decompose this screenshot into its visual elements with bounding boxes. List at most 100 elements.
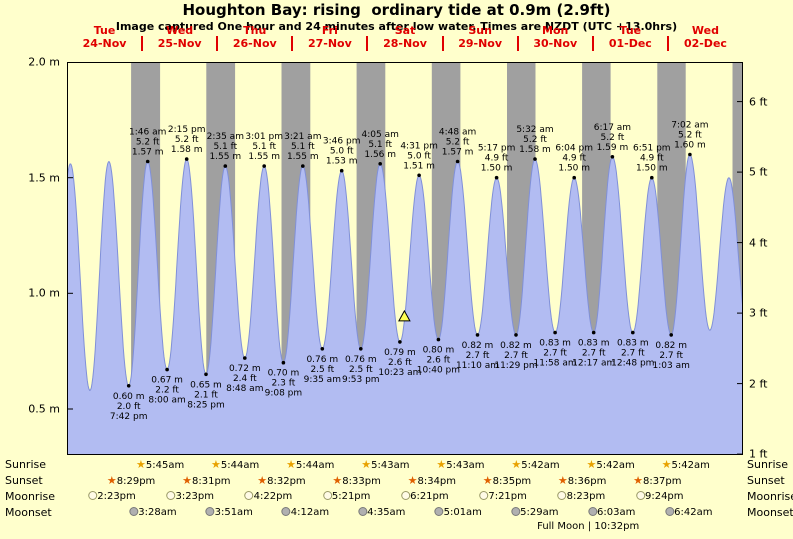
y-axis-label-m: 1.0 m xyxy=(28,286,60,300)
low-tide-label: 2.1 ft xyxy=(194,390,218,400)
high-tide-label: 1.50 m xyxy=(558,164,590,174)
sunset-event: ★8:37pm xyxy=(633,474,681,488)
high-tide-dot xyxy=(688,152,692,157)
moonset-event: 6:42am xyxy=(665,506,713,519)
high-tide-label: 1:46 am xyxy=(129,128,166,138)
high-tide-dot xyxy=(610,155,615,159)
low-tide-dot xyxy=(436,337,441,342)
full-moon-label: Full Moon | 10:32pm xyxy=(537,521,640,532)
current-tide-marker-icon xyxy=(398,309,411,322)
y-axis-label-m: 1.5 m xyxy=(28,171,60,185)
low-tide-label: 2.7 ft xyxy=(504,351,528,361)
high-tide-label: 1.51 m xyxy=(403,161,435,171)
sunset-event: ★8:29pm xyxy=(107,474,155,488)
sunset-star-icon: ★ xyxy=(482,474,493,487)
sunset-row-label-right: Sunset xyxy=(747,474,785,487)
moonset-time: 6:03am xyxy=(597,507,636,518)
moonrise-time: 4:22pm xyxy=(253,491,293,502)
moonset-event: 6:03am xyxy=(588,506,635,519)
high-tide-label: 1.59 m xyxy=(597,143,629,153)
low-tide-label: 8:00 am xyxy=(148,396,185,406)
low-tide-label: 11:29 pm xyxy=(494,361,537,371)
low-tide-label: 11:10 am xyxy=(456,361,499,371)
low-tide-dot xyxy=(631,330,635,335)
moonrise-time: 3:23pm xyxy=(175,491,215,502)
sunset-time: 8:33pm xyxy=(342,476,381,487)
high-tide-dot xyxy=(650,175,654,180)
sunrise-star-icon: ★ xyxy=(211,458,221,471)
low-tide-label: 11:58 am xyxy=(534,359,577,369)
high-tide-label: 1.55 m xyxy=(287,152,319,162)
high-tide-dot xyxy=(184,157,189,161)
low-tide-label: 1:03 am xyxy=(653,361,690,371)
sunset-star-icon: ★ xyxy=(182,474,192,487)
low-tide-label: 12:17 am xyxy=(572,359,615,369)
sunset-star-icon: ★ xyxy=(106,474,117,487)
moonset-moon-icon xyxy=(281,507,291,516)
high-tide-dot xyxy=(339,168,344,173)
y-axis-label-m: 0.5 m xyxy=(28,402,60,416)
low-tide-label: 0.60 m xyxy=(113,392,145,402)
high-tide-dot xyxy=(223,164,228,168)
low-tide-label: 2.7 ft xyxy=(582,349,606,359)
moonrise-moon-icon xyxy=(166,491,176,500)
high-tide-label: 6:04 pm xyxy=(555,144,593,154)
high-tide-label: 5.2 ft xyxy=(175,135,199,145)
moonset-row-label-right: Moonset xyxy=(747,506,793,519)
high-tide-label: 1.50 m xyxy=(636,164,668,174)
high-tide-label: 1.55 m xyxy=(248,152,280,162)
low-tide-label: 0.70 m xyxy=(268,369,300,379)
sunrise-row-label-left: Sunrise xyxy=(5,458,47,471)
low-tide-label: 9:53 pm xyxy=(342,375,380,385)
low-tide-label: 2.2 ft xyxy=(155,386,179,396)
low-tide-label: 9:08 pm xyxy=(265,389,303,399)
low-tide-dot xyxy=(553,330,557,335)
sunset-star-icon: ★ xyxy=(407,474,418,487)
sunrise-star-icon: ★ xyxy=(511,458,522,471)
low-tide-dot xyxy=(398,340,402,344)
moonrise-row-label-right: Moonrise xyxy=(747,490,793,503)
moonrise-event: 6:21pm xyxy=(401,490,449,503)
high-tide-dot xyxy=(145,159,150,164)
sunset-time: 8:31pm xyxy=(191,476,231,487)
moonset-event: 3:28am xyxy=(129,506,177,519)
high-tide-label: 6:51 pm xyxy=(633,144,671,154)
sunrise-time: 5:44am xyxy=(220,460,260,471)
high-tide-label: 1.57 m xyxy=(132,148,164,158)
moonrise-event: 2:23pm xyxy=(88,490,136,503)
high-tide-label: 1.58 m xyxy=(171,145,203,155)
day-label: Tue 01-Dec xyxy=(608,24,652,50)
low-tide-label: 2.5 ft xyxy=(349,365,373,375)
low-tide-label: 10:40 pm xyxy=(417,366,460,376)
moonrise-moon-icon xyxy=(244,491,254,500)
low-tide-label: 0.82 m xyxy=(500,341,532,351)
low-tide-dot xyxy=(204,372,208,377)
sunrise-event: ★5:42am xyxy=(587,458,635,472)
day-boundary-tick xyxy=(366,36,369,51)
low-tide-label: 7:42 pm xyxy=(110,412,148,422)
high-tide-label: 1.56 m xyxy=(364,150,396,160)
page-subtitle: Image captured One hour and 24 minutes a… xyxy=(115,20,678,33)
moonset-event: 5:29am xyxy=(511,506,558,519)
high-tide-label: 7:02 am xyxy=(671,121,708,131)
low-tide-label: 2.7 ft xyxy=(659,351,683,361)
day-boundary-tick xyxy=(516,36,519,51)
sunrise-time: 5:43am xyxy=(371,460,410,471)
low-tide-label: 0.83 m xyxy=(578,339,610,349)
low-tide-label: 10:23 am xyxy=(378,368,421,378)
moonset-moon-icon xyxy=(511,507,521,516)
page-title: Houghton Bay: rising ordinary tide at 0.… xyxy=(182,1,611,19)
sunrise-event: ★5:43am xyxy=(436,458,484,472)
sunrise-event: ★5:43am xyxy=(361,458,409,472)
high-tide-label: 5.2 ft xyxy=(446,138,470,148)
low-tide-dot xyxy=(514,333,518,337)
moonrise-moon-icon xyxy=(557,491,567,500)
low-tide-label: 0.83 m xyxy=(617,339,649,349)
high-tide-label: 1.57 m xyxy=(442,148,474,158)
moonrise-moon-icon xyxy=(88,491,98,500)
moonset-event: 5:01am xyxy=(434,506,482,519)
sunrise-star-icon: ★ xyxy=(436,458,447,471)
day-label: Thu 26-Nov xyxy=(232,24,277,50)
tide-plot: 0.60 m 2.0 ft 7:42 pm 1:46 am 5.2 ft 1.57 m 0.… xyxy=(66,61,744,455)
tide-area xyxy=(67,154,743,455)
